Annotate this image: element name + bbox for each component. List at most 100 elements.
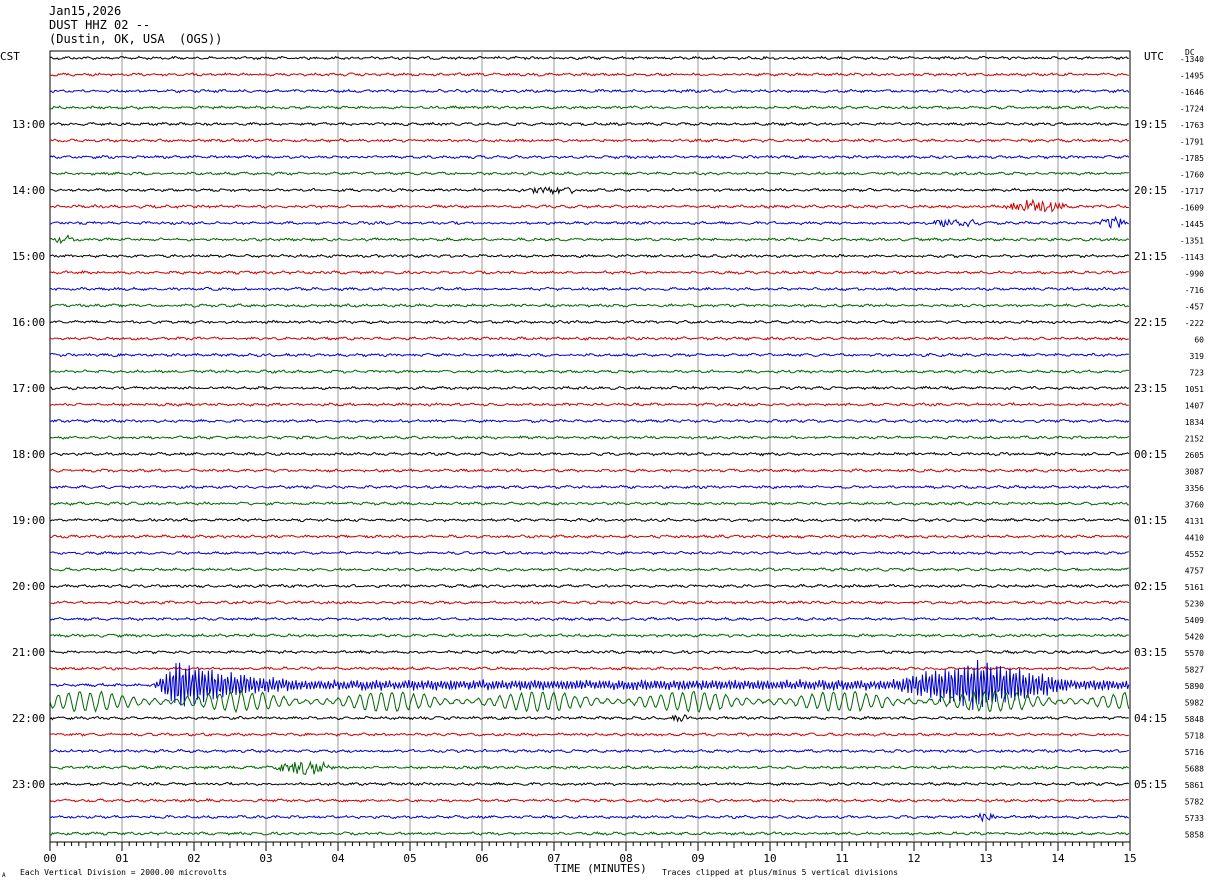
seismic-trace [49, 484, 1130, 490]
x-tick-label: 15 [1123, 852, 1136, 865]
dc-offset-label: -1646 [1180, 88, 1204, 97]
seismic-trace [49, 517, 1130, 523]
corner-mark: A [2, 872, 6, 879]
seismic-trace [49, 336, 1129, 341]
left-hour-label: 15:00 [12, 250, 45, 263]
dc-offset-label: 5982 [1185, 699, 1204, 708]
dc-offset-label: 723 [1190, 369, 1205, 378]
dc-offset-label: 1834 [1185, 418, 1204, 427]
dc-offset-label: 5782 [1185, 798, 1204, 807]
dc-offset-label: 5858 [1185, 831, 1204, 840]
dc-offset-label: 5230 [1185, 600, 1204, 609]
seismic-trace [49, 234, 1130, 245]
dc-offset-label: 5827 [1185, 666, 1204, 675]
seismic-trace [49, 550, 1129, 556]
seismic-trace [49, 649, 1130, 655]
x-tick-label: 02 [187, 852, 200, 865]
right-hour-label: 04:15 [1134, 712, 1167, 725]
dc-offset-label: 4410 [1185, 534, 1204, 543]
x-tick-label: 08 [619, 852, 632, 865]
seismic-trace [49, 138, 1130, 143]
x-tick-label: 09 [691, 852, 704, 865]
dc-offset-label: -1445 [1180, 220, 1204, 229]
x-tick-label: 12 [907, 852, 920, 865]
dc-offset-label: 5570 [1185, 649, 1204, 658]
dc-offset-label: 5716 [1185, 748, 1204, 757]
seismic-trace [49, 171, 1129, 176]
dc-offset-label: -222 [1185, 319, 1204, 328]
left-hour-label: 19:00 [12, 514, 45, 527]
seismic-trace [49, 600, 1130, 605]
seismic-trace [49, 831, 1130, 836]
left-hour-label: 17:00 [12, 382, 45, 395]
header-location: (Dustin, OK, USA (OGS)) [49, 32, 223, 46]
seismic-trace [49, 55, 1129, 61]
header-date: Jan15,2026 [49, 4, 122, 18]
seismic-trace [49, 798, 1129, 803]
trace-group [49, 55, 1130, 836]
seismic-trace [49, 303, 1130, 308]
grid-lines [49, 50, 1131, 851]
seismic-trace [49, 451, 1130, 457]
seismic-trace [49, 501, 1129, 506]
seismic-trace [49, 665, 1130, 671]
dc-offset-label: 5420 [1185, 633, 1204, 642]
left-hour-label: 14:00 [12, 184, 45, 197]
seismic-trace [49, 72, 1129, 77]
seismic-trace [49, 781, 1130, 787]
seismic-trace [49, 319, 1130, 325]
dc-column-label: DC [1185, 48, 1195, 57]
dc-offset-label: 60 [1194, 336, 1204, 345]
dc-offset-label: 5409 [1185, 616, 1204, 625]
dc-offset-label: 4757 [1185, 567, 1204, 576]
clip-note: Traces clipped at plus/minus 5 vertical … [662, 868, 899, 877]
seismic-trace [49, 185, 1129, 196]
seismic-trace [49, 369, 1129, 374]
left-hour-label: 23:00 [12, 778, 45, 791]
dc-offset-label: -1717 [1180, 187, 1204, 196]
dc-offset-label: 3760 [1185, 501, 1204, 510]
dc-offset-label: -1495 [1180, 72, 1204, 81]
right-hour-label: 20:15 [1134, 184, 1167, 197]
right-hour-label: 23:15 [1134, 382, 1167, 395]
x-tick-label: 13 [979, 852, 992, 865]
right-hour-label: 05:15 [1134, 778, 1167, 791]
seismic-trace [49, 385, 1130, 391]
dc-offset-label: -457 [1185, 303, 1204, 312]
right-timezone-label: UTC [1144, 50, 1164, 63]
right-hour-label: 01:15 [1134, 514, 1167, 527]
right-hour-label: 02:15 [1134, 580, 1167, 593]
dc-offset-label: 5890 [1185, 682, 1204, 691]
dc-offset-label: 4552 [1185, 550, 1204, 559]
dc-offset-label: 2605 [1185, 451, 1204, 460]
dc-offset-label: -1609 [1180, 204, 1204, 213]
seismic-trace [49, 198, 1129, 213]
right-hour-label: 22:15 [1134, 316, 1167, 329]
seismic-trace [49, 616, 1130, 622]
seismic-trace [49, 88, 1130, 94]
dc-offset-label: 319 [1190, 352, 1205, 361]
dc-offset-label: -990 [1185, 270, 1204, 279]
seismic-trace [49, 401, 1129, 407]
left-hour-label: 18:00 [12, 448, 45, 461]
plot-frame [49, 50, 1131, 843]
left-hour-label: 16:00 [12, 316, 45, 329]
seismic-trace [49, 567, 1129, 572]
dc-offset-label: -1785 [1180, 154, 1204, 163]
dc-offset-label: -1143 [1180, 253, 1204, 262]
seismic-trace [49, 689, 1130, 714]
seismic-trace [49, 352, 1129, 358]
dc-offset-label: -1760 [1180, 171, 1204, 180]
dc-offset-label: -1351 [1180, 237, 1204, 246]
seismic-trace [49, 105, 1129, 110]
dc-offset-label: 3356 [1185, 484, 1204, 493]
x-tick-label: 05 [403, 852, 416, 865]
axis-labels: 00 01 02 03 04 05 06 07 08 09 10 11 12 13 14 15 13:00 14:… [12, 55, 1204, 865]
x-axis-title: TIME (MINUTES) [554, 862, 647, 875]
left-timezone-label: CST [0, 50, 20, 63]
left-hour-label: 20:00 [12, 580, 45, 593]
dc-offset-label: -716 [1185, 286, 1204, 295]
dc-offset-label: 2152 [1185, 435, 1204, 444]
x-tick-label: 03 [259, 852, 272, 865]
header-station: DUST HHZ 02 -- [49, 18, 151, 32]
